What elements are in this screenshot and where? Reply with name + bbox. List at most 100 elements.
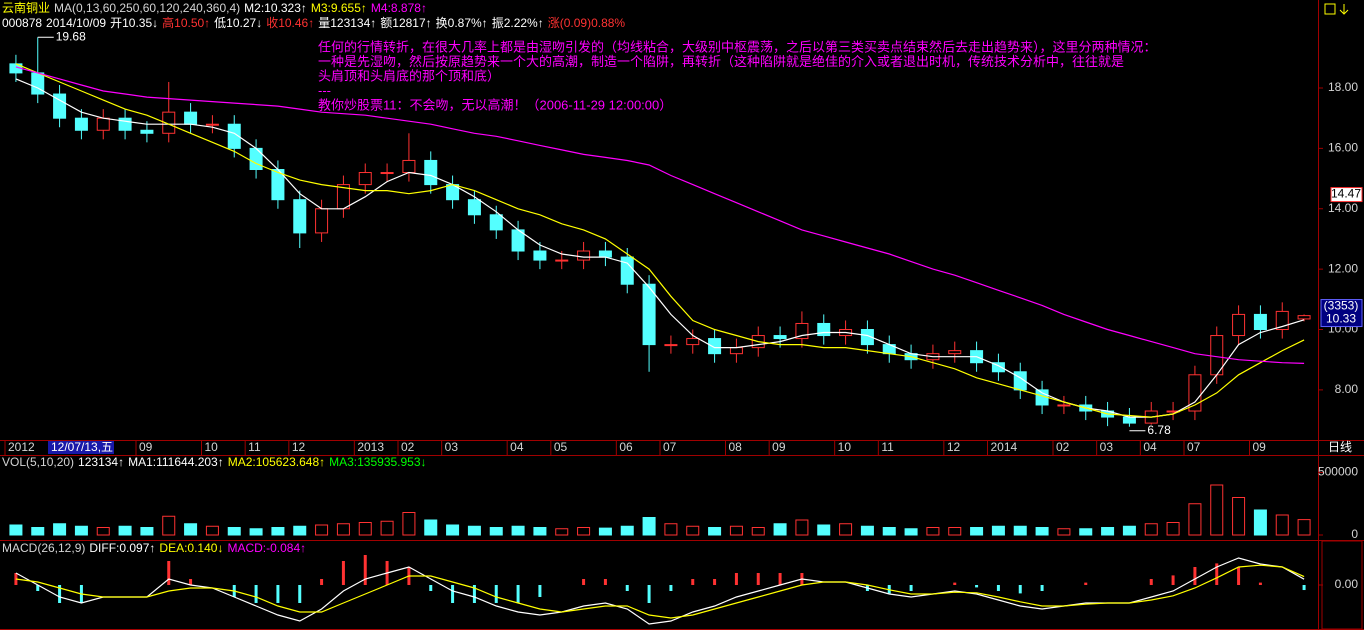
volume-bar: [96, 527, 110, 536]
volume-bar: [271, 527, 285, 536]
candle-body: [773, 335, 787, 340]
annotation-line: 任何的行情转折，在很大几率上都是由湿吻引发的（均线粘合，大级别中枢震荡，之后以第…: [318, 39, 1157, 54]
stock-name: 云南铜业: [2, 0, 50, 15]
volume-bar: [555, 528, 569, 536]
legend-entry: MACD:-0.084↑: [227, 541, 306, 555]
volume-bar: [686, 525, 700, 536]
x-tick-label: 09: [139, 440, 153, 454]
volume-bar: [751, 527, 765, 536]
candle-body: [315, 208, 329, 234]
min-label: 6.78: [1147, 423, 1171, 437]
candle-body: [729, 347, 743, 355]
annotation-line: 头肩顶和头肩底的那个顶和底）: [318, 68, 500, 83]
candle-body: [74, 117, 88, 131]
volume-bar: [795, 519, 809, 536]
toolbar-icon[interactable]: [1339, 4, 1349, 15]
candle-body: [598, 250, 612, 258]
panel-title: MACD(26,12,9): [2, 541, 85, 555]
candle-body: [991, 362, 1005, 373]
candle-body: [227, 123, 241, 149]
volume-bar: [1210, 484, 1224, 536]
volume-bar: [1275, 514, 1289, 536]
candle-body: [293, 199, 307, 234]
candle-body: [380, 172, 394, 175]
y-tick-label: 0: [1351, 527, 1358, 541]
x-tick-label: 10: [205, 440, 219, 454]
x-tick-label: 06: [619, 440, 633, 454]
y-tick-label: 0.00: [1335, 577, 1359, 591]
cursor-date: 12/07/13,五: [51, 440, 113, 454]
volume-bar: [1144, 523, 1158, 536]
quote-info: 换0.87%↑: [436, 16, 488, 30]
volume-bar: [1122, 525, 1136, 536]
candle-body: [948, 350, 962, 355]
volume-bar: [664, 523, 678, 536]
ma-params: MA(0,13,60,250,60,120,240,360,4): [54, 1, 240, 15]
volume-bar: [708, 527, 722, 536]
legend-entry: MA1:111644.203↑: [128, 455, 224, 469]
volume-bar: [53, 523, 67, 536]
candle-body: [664, 344, 678, 347]
volume-bar: [1188, 503, 1202, 536]
x-tick-label: 07: [1187, 440, 1201, 454]
volume-bar: [1297, 519, 1311, 536]
legend-entry: M4:8.878↑: [371, 1, 427, 15]
macd-line: [15, 557, 1305, 625]
y-tick-label: 12.00: [1328, 261, 1358, 275]
candle-body: [402, 159, 416, 174]
volume-bar: [1101, 527, 1115, 536]
legend-entry: DEA:0.140↓: [159, 541, 223, 555]
quote-info: 000878: [2, 16, 42, 30]
volume-bar: [9, 524, 23, 536]
volume-bar: [598, 527, 612, 536]
x-tick-label: 07: [663, 440, 677, 454]
volume-bar: [948, 527, 962, 536]
y-tick-label: 18.00: [1328, 80, 1358, 94]
x-tick-label: 12: [947, 440, 961, 454]
volume-bar: [184, 523, 198, 536]
x-tick-label: 09: [1253, 440, 1267, 454]
volume-bar: [904, 528, 918, 536]
volume-bar: [358, 522, 372, 536]
volume-bar: [642, 517, 656, 536]
candle-body: [1253, 313, 1267, 331]
period-label[interactable]: 日线: [1328, 440, 1352, 454]
volume-bar: [74, 525, 88, 536]
volume-bar: [205, 525, 219, 536]
candle-body: [162, 111, 176, 134]
quote-info: 高10.50↑: [162, 15, 210, 30]
x-tick-label: 11: [248, 440, 261, 454]
volume-bar: [773, 523, 787, 536]
volume-bar: [402, 512, 416, 536]
candle-body: [140, 129, 154, 134]
toolbar-icon[interactable]: [1324, 3, 1336, 15]
annotation-line: 教你炒股票11：不会吻，无以高潮！（2006-11-29 12:00:00）: [318, 97, 672, 112]
volume-bar: [1013, 525, 1027, 536]
candle-body: [860, 329, 874, 346]
candle-body: [249, 147, 263, 171]
cursor-price: 14.47: [1331, 187, 1361, 201]
volume-bar: [31, 527, 45, 536]
candle-body: [1188, 374, 1202, 412]
legend-entry: M3:9.655↑: [311, 1, 367, 15]
volume-bar: [1057, 528, 1071, 536]
candle-body: [1297, 315, 1311, 320]
x-tick-label: 04: [1143, 440, 1157, 454]
volume-bar: [817, 524, 831, 536]
quote-info: 振2.22%↑: [492, 16, 544, 30]
ma-line: [15, 66, 1305, 364]
x-tick-label: 08: [729, 440, 743, 454]
last-price: 10.33: [1326, 312, 1356, 326]
volume-bar: [511, 525, 525, 536]
volume-bar: [315, 524, 329, 536]
volume-bar: [293, 525, 307, 536]
candle-body: [467, 199, 481, 216]
x-tick-label: 02: [401, 440, 415, 454]
volume-bar: [118, 525, 132, 536]
x-tick-label: 02: [1056, 440, 1070, 454]
candle-body: [642, 283, 656, 346]
legend-entry: 123134↑: [78, 455, 124, 469]
last-price-box: [1320, 299, 1363, 328]
